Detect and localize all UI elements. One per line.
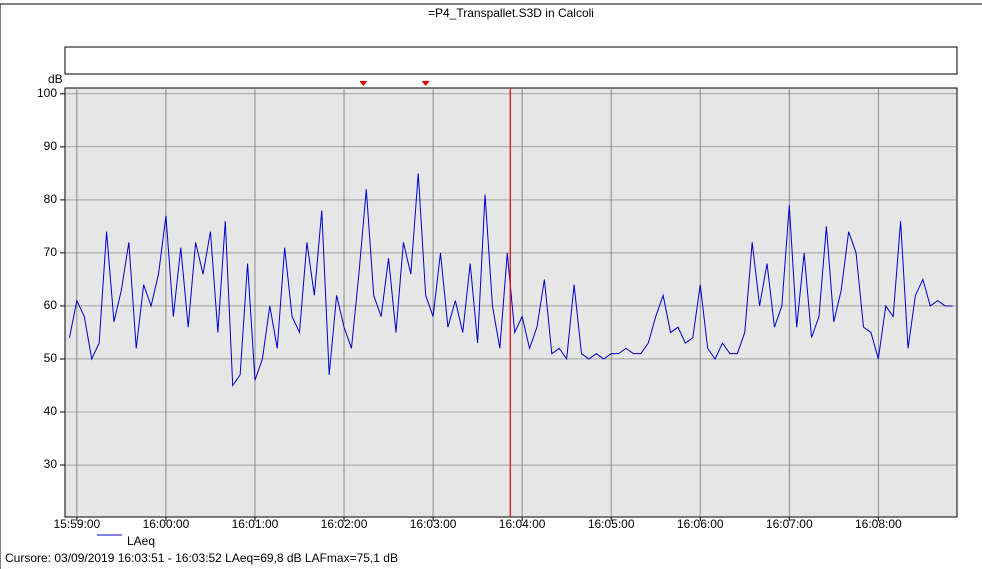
y-tick-label: 60 <box>44 298 58 312</box>
y-tick-label: 50 <box>44 351 58 365</box>
y-tick-label: 90 <box>44 139 58 153</box>
event-marker <box>359 81 368 86</box>
y-axis-label: dB <box>48 72 63 86</box>
x-tick-label: 16:05:00 <box>588 517 635 531</box>
x-tick-label: 16:02:00 <box>321 517 368 531</box>
x-tick-label: 16:01:00 <box>232 517 279 531</box>
x-tick-label: 16:08:00 <box>855 517 902 531</box>
y-tick-label: 80 <box>44 192 58 206</box>
overview-box <box>64 46 958 75</box>
y-tick-label: 40 <box>44 404 58 418</box>
data-line <box>68 173 953 387</box>
y-tick-label: 30 <box>44 457 58 471</box>
x-tick-label: 15:59:00 <box>54 517 101 531</box>
x-tick-label: 16:06:00 <box>677 517 724 531</box>
status-line: Cursore: 03/09/2019 16:03:51 - 16:03:52 … <box>5 551 398 565</box>
x-tick-label: 16:04:00 <box>499 517 546 531</box>
event-marker <box>421 81 430 86</box>
chart-title: =P4_Transpallet.S3D in Calcoli <box>428 6 594 20</box>
x-tick-label: 16:03:00 <box>410 517 457 531</box>
legend-label: LAeq <box>127 534 155 548</box>
x-tick-label: 16:07:00 <box>766 517 813 531</box>
plot-area <box>64 87 958 518</box>
x-tick-label: 16:00:00 <box>143 517 190 531</box>
y-tick-label: 100 <box>37 86 57 100</box>
y-tick-label: 70 <box>44 245 58 259</box>
